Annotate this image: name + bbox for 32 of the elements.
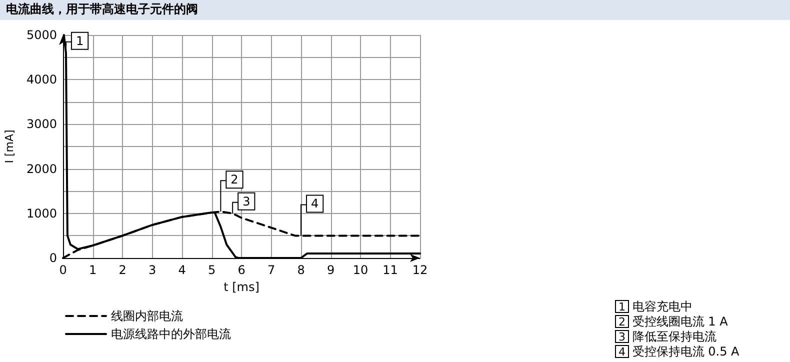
text: 3 降低至保持电流	[618, 330, 716, 344]
x-tick-label: 4	[178, 263, 186, 277]
x-tick-label: 8	[297, 263, 305, 277]
y-tick-label: 5000	[26, 28, 57, 42]
x-tick-label: 3	[148, 263, 156, 277]
y-axis-title: I [mA]	[3, 130, 16, 164]
y-tick-label: 1000	[26, 206, 57, 220]
annotation: 2	[230, 172, 238, 187]
x-tick-label: 10	[352, 263, 368, 277]
y-tick-label: 3000	[26, 117, 57, 132]
legend-label: 线圈内部电流	[111, 309, 183, 323]
y-tick-label: 4000	[26, 72, 57, 87]
y-tick-label: 2000	[26, 162, 57, 176]
x-axis-title: t [ms]	[224, 280, 260, 294]
text: 2 受控线圈电流 1 A	[618, 314, 729, 328]
x-tick-label: 0	[59, 263, 67, 277]
text: 1 电容充电中	[618, 300, 692, 314]
x-tick-label: 7	[267, 263, 276, 277]
x-tick-label: 9	[326, 263, 335, 277]
chart-title: 电流曲线，用于带高速电子元件的阀	[6, 2, 198, 16]
annotation: 3	[242, 194, 250, 208]
x-tick-label: 2	[118, 263, 126, 277]
x-tick-label: 6	[238, 263, 246, 277]
x-tick-label: 11	[382, 263, 398, 277]
annotation: 4	[311, 196, 319, 211]
x-tick-label: 12	[412, 263, 428, 277]
x-tick-label: 5	[208, 263, 216, 277]
x-tick-label: 1	[88, 263, 97, 277]
annotation: 1	[76, 34, 84, 48]
legend-label: 电源线路中的外部电流	[111, 327, 231, 341]
y-tick-label: 0	[49, 251, 57, 265]
text: 4 受控保持电流 0.5 A	[618, 344, 740, 358]
